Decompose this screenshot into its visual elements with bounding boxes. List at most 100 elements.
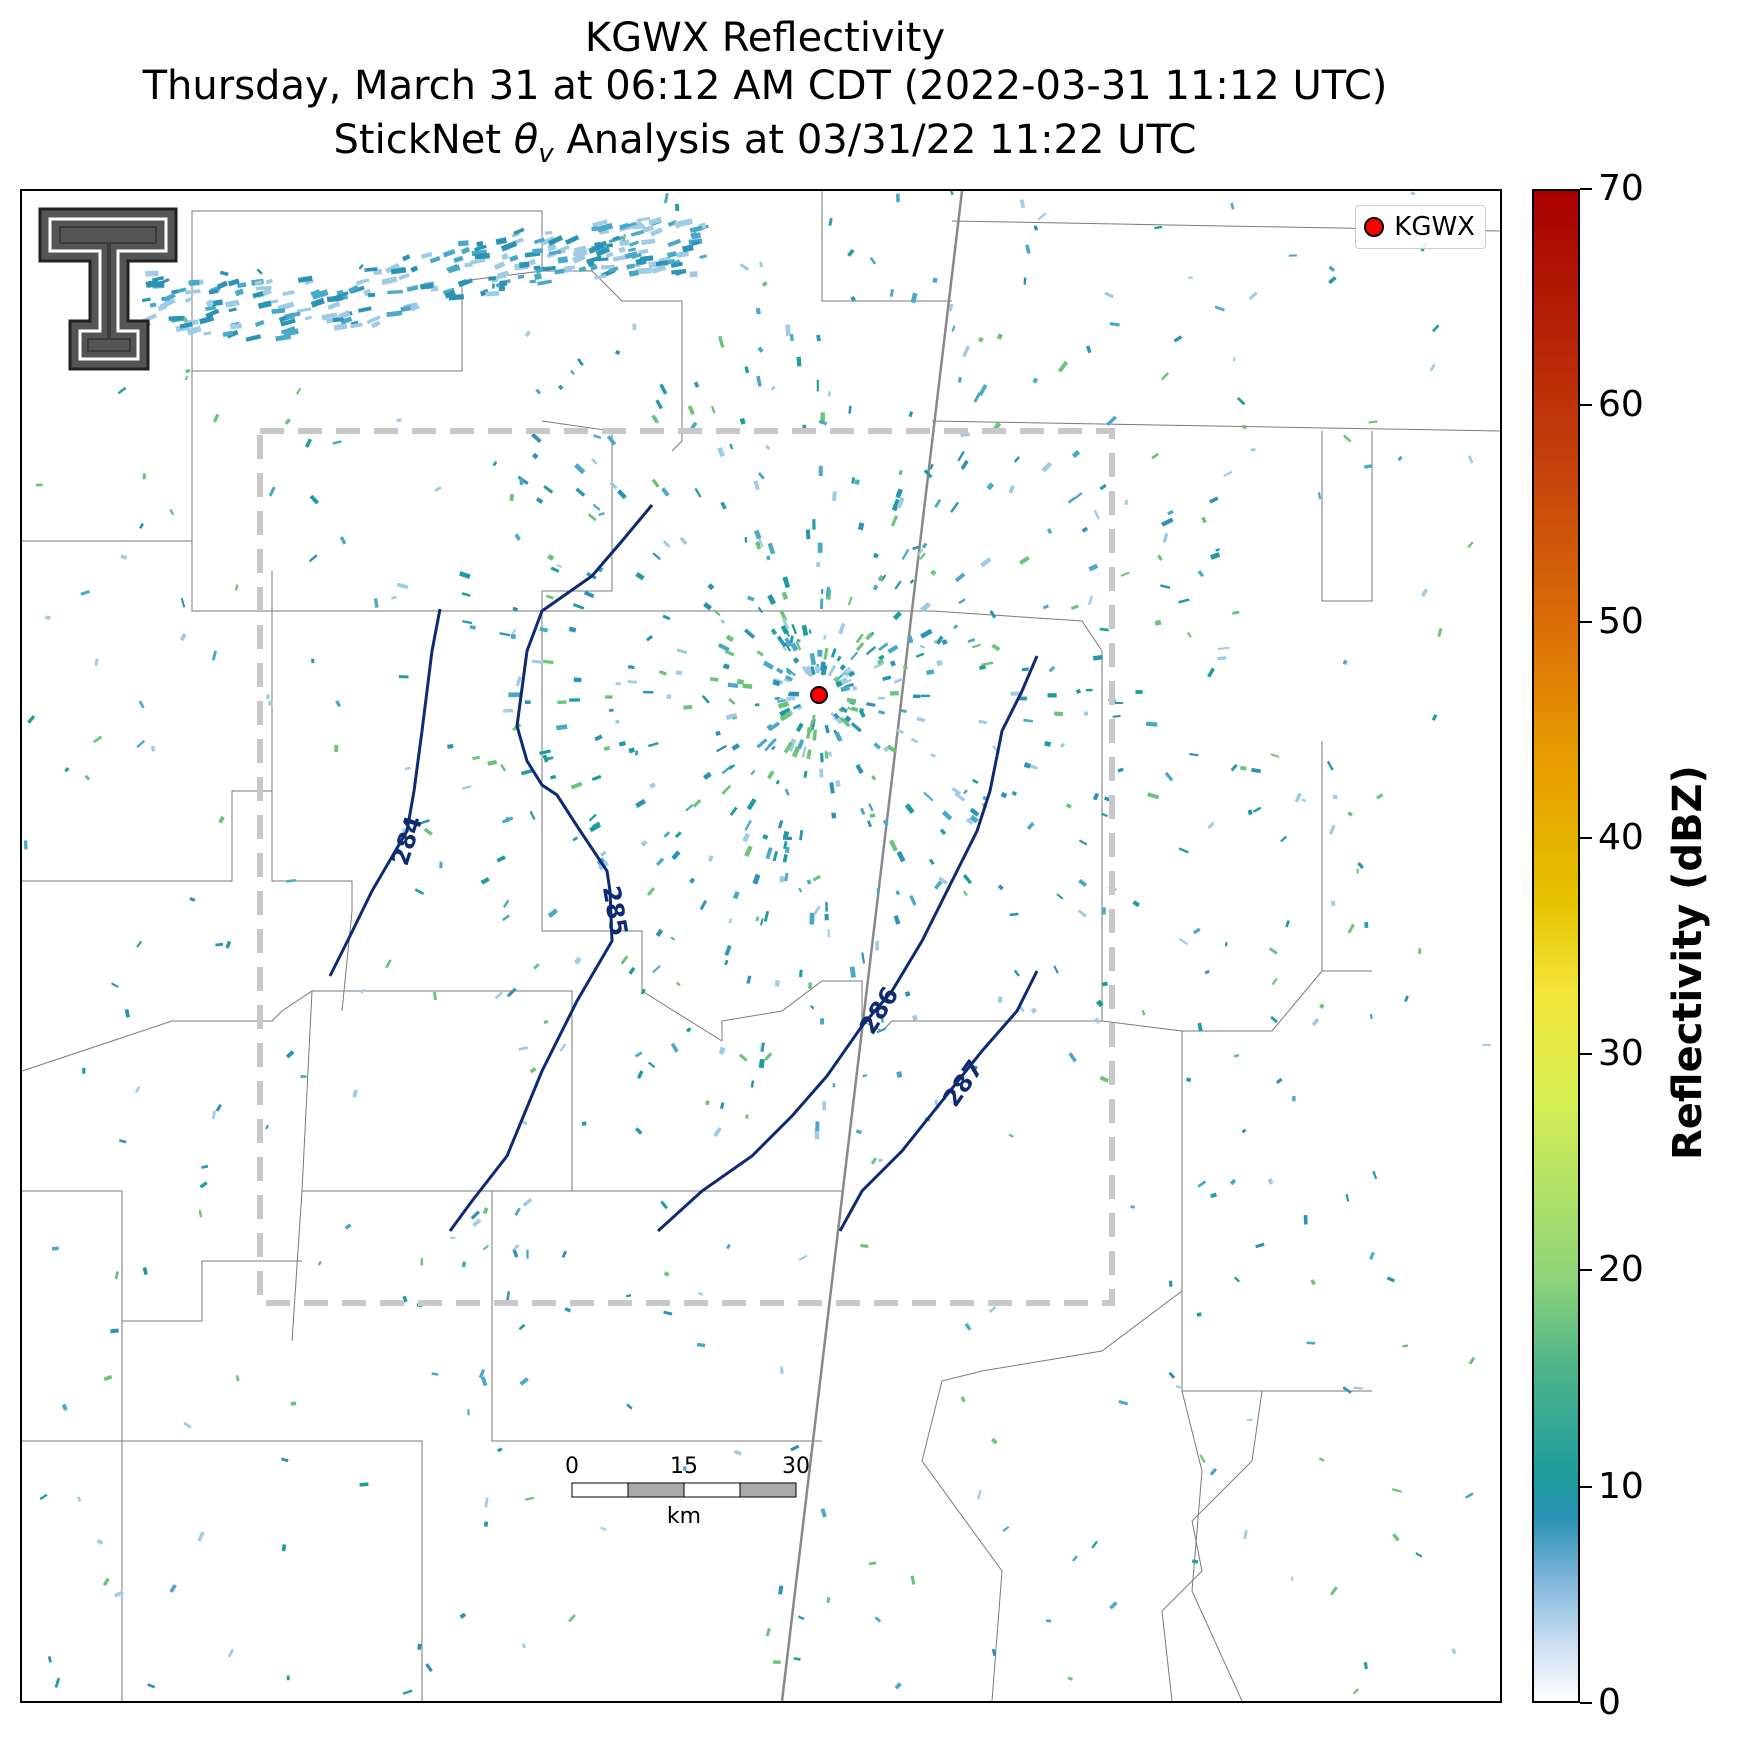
echo-mark [1054,711,1064,717]
echo-mark [847,596,853,606]
echo-mark [54,1677,61,1688]
echo-mark [761,281,768,288]
echo-mark [363,288,372,297]
echo-mark [868,1561,877,1566]
echo-mark [1207,667,1215,678]
echo-mark [692,799,702,808]
echo-mark [547,235,564,246]
echo-mark [225,940,232,949]
echo-mark [1157,554,1163,562]
echo-mark [215,1103,222,1112]
echo-mark [1319,1003,1325,1010]
echo-mark [873,661,885,669]
radar-map[interactable]: 284 285 286 287 0 15 30 km KGWX [20,189,1502,1703]
echo-mark [900,709,907,714]
echo-mark [557,384,564,391]
echo-mark [718,1046,726,1055]
echo-mark [1451,1648,1457,1655]
echo-mark [878,642,889,652]
echo-mark [1186,1077,1192,1083]
echo-mark [1275,1077,1283,1085]
echo-mark [865,632,873,641]
colorbar-tick-mark [1580,404,1592,407]
echo-mark [547,554,555,561]
echo-mark [205,308,220,319]
echo-mark [655,399,663,410]
echo-mark [826,586,831,597]
echo-mark [941,810,953,821]
echo-mark [746,595,755,602]
echo-mark [245,334,262,342]
echo-mark [1056,893,1064,900]
echo-mark [1078,839,1088,846]
echo-mark [646,887,656,897]
echo-mark [762,660,775,670]
echo-mark [136,940,143,948]
echo-mark [844,668,854,678]
echo-mark [1376,793,1384,800]
echo-mark [867,820,872,828]
echo-mark [847,706,855,712]
echo-mark [612,235,620,242]
echo-mark [808,629,812,634]
echo-mark [816,334,821,342]
echo-mark [409,303,420,312]
echo-mark [1210,1192,1217,1199]
echo-mark [1161,517,1174,527]
echo-mark [1071,449,1081,459]
echo-mark [297,275,313,283]
echo-mark [557,256,569,264]
echo-mark [619,222,630,230]
echo-mark [782,853,788,863]
echo-mark [625,1294,632,1298]
echo-mark [710,405,716,414]
echo-mark [762,834,769,840]
echo-mark [398,273,410,281]
echo-mark [1109,1601,1118,1610]
echo-mark [1196,1312,1202,1317]
echo-mark [782,645,787,652]
echo-mark [488,276,497,281]
chart-title: KGWX Reflectivity [584,15,946,61]
echo-mark [402,1295,408,1303]
echo-mark [396,418,402,423]
echo-mark [799,830,804,841]
echo-mark [384,262,401,274]
echo-mark [618,246,626,254]
echo-mark [419,819,430,825]
echo-mark [227,278,240,287]
echo-mark [586,255,602,264]
echo-mark [954,572,966,583]
echo-mark [227,1648,235,1658]
echo-mark [1437,628,1443,638]
echo-mark [755,541,762,550]
echo-mark [590,458,598,465]
echo-mark [718,335,725,349]
echo-mark [183,1421,192,1429]
echo-mark [774,979,780,987]
echo-mark [676,250,689,258]
echo-mark [565,266,573,273]
echo-mark [1318,1457,1325,1462]
radar-site-marker[interactable] [810,686,828,704]
echo-mark [1002,1525,1010,1532]
echo-mark [779,1366,784,1375]
echo-mark [1104,291,1115,299]
echo-mark [157,304,168,312]
echo-mark [742,683,753,690]
echo-mark [1280,835,1288,843]
echo-mark [840,666,851,676]
echo-mark [829,782,835,794]
echo-mark [550,566,560,573]
echo-mark [916,716,926,723]
echo-mark [1392,1533,1400,1542]
echo-mark [756,375,762,387]
echo-mark [76,1496,82,1503]
echo-mark [1232,610,1240,615]
contour-labels: 284 285 286 287 [386,813,989,1112]
echo-mark [652,552,661,561]
echo-mark [783,841,788,850]
echo-mark [896,728,905,735]
echo-mark [652,964,661,974]
echo-mark [506,987,517,998]
